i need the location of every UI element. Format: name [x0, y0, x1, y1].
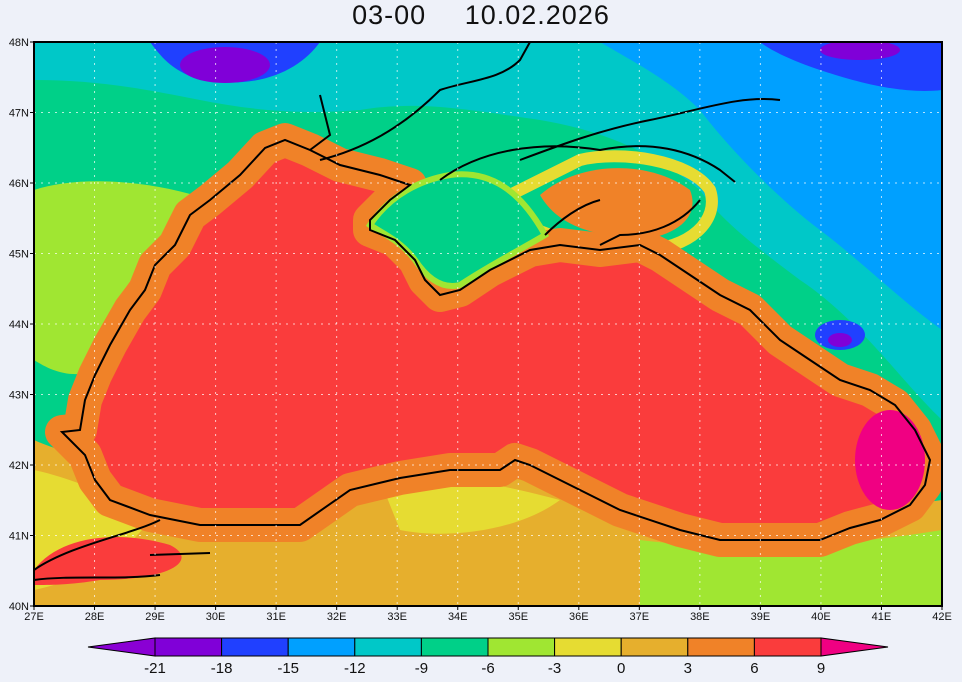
lon-tick-label: 32E — [327, 611, 347, 623]
colorbar: -21 -18 -15 -12 -9 -6 -3 0 3 6 9 — [87, 637, 889, 677]
colorbar-label: -18 — [211, 660, 233, 677]
lon-tick-label: 33E — [387, 611, 407, 623]
lat-tick-label: 42N — [9, 460, 29, 472]
lon-tick-label: 40E — [811, 611, 831, 623]
colorbar-swatch — [487, 637, 556, 657]
lon-tick-label: 31E — [266, 611, 286, 623]
title-time: 03-00 — [352, 0, 427, 30]
lon-tick-label: 37E — [630, 611, 650, 623]
colorbar-swatch — [420, 637, 489, 657]
lat-tick-label: 43N — [9, 390, 29, 402]
colorbar-swatch — [287, 637, 356, 657]
lat-tick-label: 46N — [9, 178, 29, 190]
colorbar-label: 3 — [684, 660, 692, 677]
colorbar-label: -6 — [481, 660, 494, 677]
lon-tick-label: 27E — [24, 611, 44, 623]
colorbar-swatch — [154, 637, 223, 657]
lon-tick-label: 30E — [206, 611, 226, 623]
grid-lines — [34, 42, 942, 606]
coastline — [59, 138, 932, 541]
map-field — [34, 42, 942, 606]
colorbar-max-arrow — [820, 637, 889, 657]
lon-tick-label: 39E — [751, 611, 771, 623]
lat-tick-label: 44N — [9, 319, 29, 331]
title-date: 10.02.2026 — [464, 0, 610, 30]
lat-tick-label: 40N — [9, 601, 29, 613]
lat-tick-label: 41N — [9, 531, 29, 543]
colorbar-swatch — [354, 637, 422, 657]
lon-tick-label: 36E — [569, 611, 589, 623]
lon-tick-label: 38E — [690, 611, 710, 623]
colorbar-label: -15 — [277, 660, 299, 677]
lon-tick-label: 29E — [145, 611, 165, 623]
colorbar-label: -12 — [344, 660, 366, 677]
map-axes: 27E 28E 29E 30E 31E 32E 33E 34E 35E 36E 37E 38E 39E 4… — [9, 37, 952, 623]
colorbar-swatch — [554, 637, 622, 657]
colorbar-swatch — [620, 637, 689, 657]
lat-tick-label: 48N — [9, 37, 29, 49]
colorbar-swatch — [687, 637, 755, 657]
lon-tick-label: 28E — [85, 611, 105, 623]
lat-tick-label: 47N — [9, 108, 29, 120]
map-title: 03-00 10.02.2026 — [0, 0, 962, 31]
colorbar-label: 0 — [617, 660, 625, 677]
lon-tick-label: 41E — [872, 611, 892, 623]
colorbar-label: -21 — [144, 660, 166, 677]
colorbar-swatch — [753, 637, 822, 657]
borders — [309, 42, 781, 246]
colorbar-label: -3 — [548, 660, 561, 677]
colorbar-min-arrow — [87, 637, 156, 657]
colorbar-swatch — [221, 637, 289, 657]
lon-tick-label: 42E — [932, 611, 952, 623]
lon-tick-label: 34E — [448, 611, 468, 623]
colorbar-label: -9 — [415, 660, 428, 677]
colorbar-label: 6 — [750, 660, 758, 677]
lat-tick-label: 45N — [9, 249, 29, 261]
lon-tick-label: 35E — [508, 611, 528, 623]
colorbar-label: 9 — [817, 660, 825, 677]
